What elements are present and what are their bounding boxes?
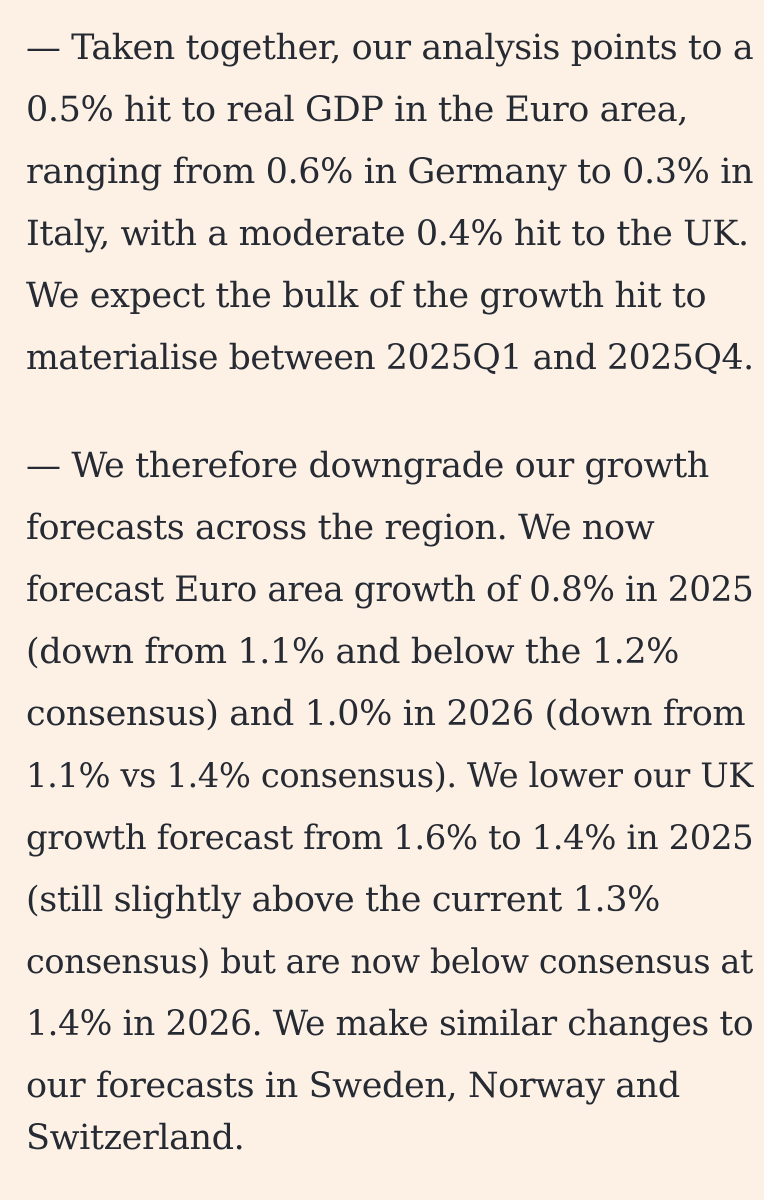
text-line: — Taken together, our analysis points to… <box>26 28 754 68</box>
text-line: — We therefore downgrade our growth <box>26 446 709 486</box>
text-line: consensus) and 1.0% in 2026 (down from <box>26 694 746 734</box>
text-line: 1.4% in 2026. We make similar changes to <box>26 1004 754 1044</box>
text-line: growth forecast from 1.6% to 1.4% in 202… <box>26 818 754 857</box>
text-line: 1.1% vs 1.4% consensus). We lower our UK <box>26 756 754 795</box>
text-line: forecasts across the region. We now <box>26 508 655 548</box>
text-line: materialise between 2025Q1 and 2025Q4. <box>26 338 754 378</box>
text-line: (still slightly above the current 1.3% <box>26 880 661 920</box>
text-line: Switzerland. <box>26 1118 245 1158</box>
text-line: We expect the bulk of the growth hit to <box>26 276 707 316</box>
text-line: (down from 1.1% and below the 1.2% <box>26 632 680 672</box>
text-line: forecast Euro area growth of 0.8% in 202… <box>26 570 754 610</box>
text-line: Italy, with a moderate 0.4% hit to the U… <box>26 214 749 254</box>
text-line: our forecasts in Sweden, Norway and <box>26 1066 680 1106</box>
text-line: ranging from 0.6% in Germany to 0.3% in <box>26 152 754 192</box>
text-line: 0.5% hit to real GDP in the Euro area, <box>26 90 688 130</box>
text-line: consensus) but are now below consensus a… <box>26 942 753 981</box>
